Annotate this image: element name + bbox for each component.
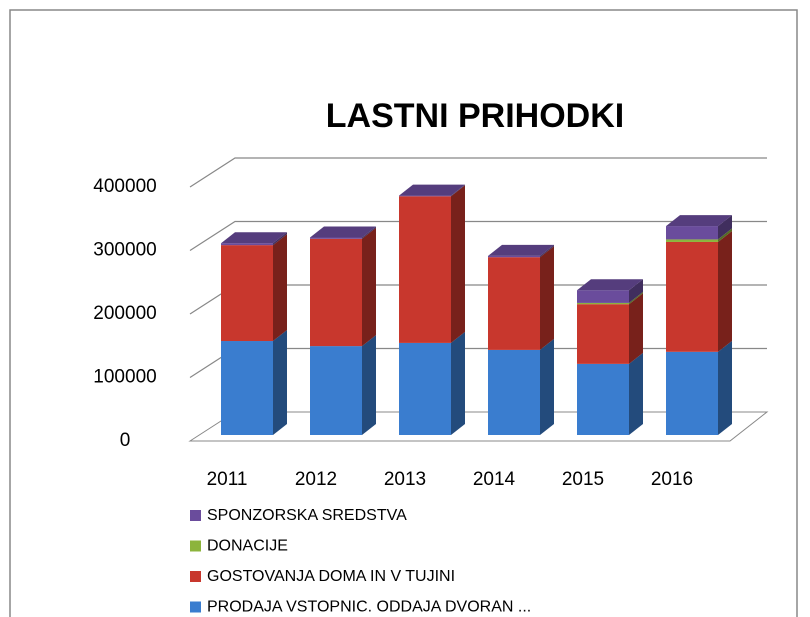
y-tick-label: 200000 [93, 303, 156, 324]
y-tick-label: 400000 [93, 176, 156, 197]
bar-top [488, 244, 554, 256]
bar-segment [666, 226, 718, 240]
bar-side [273, 232, 287, 246]
bar-side [362, 227, 376, 347]
bar-segment [488, 349, 540, 435]
bar-top [221, 232, 287, 244]
bar-top [310, 226, 376, 238]
x-tick-label: 2015 [562, 469, 604, 490]
bar-side [629, 291, 643, 305]
bar-side [718, 228, 732, 242]
bar-segment [666, 239, 718, 242]
bar-side [629, 279, 643, 303]
legend-swatch [190, 571, 201, 582]
chart-title: LASTNI PRIHODKI [326, 97, 624, 135]
bar-side [718, 215, 732, 240]
legend-label: DONACIJE [207, 538, 288, 555]
y-tick-label: 100000 [93, 367, 156, 388]
grid-line [189, 157, 767, 188]
x-tick-label: 2013 [384, 469, 426, 490]
bar-side [540, 338, 554, 435]
bar-side [273, 234, 287, 342]
bar-segment [666, 351, 718, 435]
bar-segment [399, 195, 451, 197]
bar-segment [399, 196, 451, 343]
bar-side [540, 246, 554, 350]
bar-side [362, 335, 376, 435]
bar-segment [221, 243, 273, 246]
bar-side [629, 293, 643, 364]
bar-side [629, 352, 643, 435]
bar-segment [577, 290, 629, 303]
legend-swatch [190, 540, 201, 552]
bar-segment [221, 245, 273, 342]
bar-side [451, 331, 465, 435]
legend-swatch [190, 601, 201, 613]
bar-top [399, 184, 465, 196]
bar-top [666, 215, 732, 227]
bar-segment [221, 341, 273, 435]
bar-top [577, 279, 643, 291]
x-tick-label: 2016 [651, 469, 693, 490]
bar-side [451, 185, 465, 343]
bar-side [273, 330, 287, 435]
x-tick-label: 2011 [207, 469, 248, 490]
bar-side [718, 230, 732, 352]
legend-swatch [190, 510, 201, 521]
y-tick-label: 300000 [93, 240, 156, 261]
x-tick-label: 2014 [473, 469, 516, 490]
bar-side [451, 184, 465, 197]
bar-segment [310, 237, 362, 239]
y-tick-label: 0 [120, 430, 131, 451]
bar-segment [577, 302, 629, 305]
bar-segment [577, 363, 629, 435]
bar-segment [488, 257, 540, 350]
legend-label: SPONZORSKA SREDSTVA [207, 507, 407, 524]
grid-line [189, 220, 767, 252]
bar-side [718, 340, 732, 435]
bar-segment [399, 342, 451, 435]
legend-label: PRODAJA VSTOPNIC. ODDAJA DVORAN ... [207, 599, 531, 616]
bar-segment [488, 255, 540, 258]
bar-side [540, 244, 554, 258]
bar-segment [577, 304, 629, 364]
x-tick-label: 2012 [295, 469, 337, 490]
bar-side [362, 226, 376, 239]
bar-segment [310, 346, 362, 435]
legend-label: GOSTOVANJA DOMA IN V TUJINI [207, 568, 455, 585]
bar-segment [310, 238, 362, 347]
bar-segment [666, 241, 718, 352]
